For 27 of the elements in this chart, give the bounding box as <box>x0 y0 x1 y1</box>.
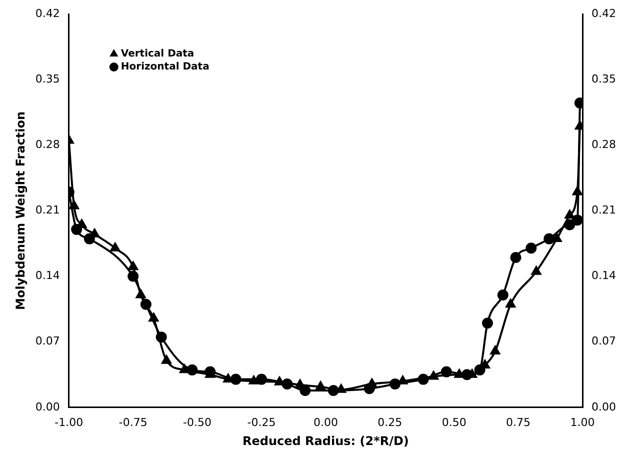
legend-label: Horizontal Data <box>120 62 210 73</box>
x-tick-label: -1.00 <box>54 416 84 429</box>
x-tick-label: 0.25 <box>378 416 402 429</box>
x-tick-label: -0.50 <box>183 416 212 429</box>
x-tick-label: 0.00 <box>313 416 338 429</box>
y-tick-label: 0.00 <box>35 400 60 414</box>
y-tick-label: 0.42 <box>35 6 60 20</box>
legend-label: Vertical Data <box>120 48 194 60</box>
y-tick-label: 0.14 <box>35 269 60 282</box>
x-tick-label: 0.50 <box>442 416 466 429</box>
x-tick-label: -0.75 <box>118 416 148 429</box>
y2-tick-label: 0.42 <box>592 6 616 20</box>
y2-tick-label: 0.07 <box>592 334 616 348</box>
y-tick-label: 0.28 <box>35 138 60 151</box>
y-tick-label: 0.07 <box>35 334 60 348</box>
y2-tick-label: 0.28 <box>592 138 616 151</box>
y2-tick-label: 0.00 <box>592 400 616 414</box>
x-tick-label: 1.00 <box>570 416 595 429</box>
y2-tick-label: 0.21 <box>592 204 616 217</box>
y2-tick-label: 0.35 <box>592 72 616 86</box>
x-tick-label: -0.25 <box>247 416 276 429</box>
x-axis-title: Reduced Radius: (2*R/D) <box>242 434 409 448</box>
y-axis-title: Molybdenum Weight Fraction <box>13 111 28 310</box>
y-tick-label: 0.21 <box>35 204 60 217</box>
x-tick-label: 0.75 <box>506 416 531 429</box>
y2-tick-label: 0.14 <box>592 269 616 282</box>
y-tick-label: 0.35 <box>35 72 60 86</box>
